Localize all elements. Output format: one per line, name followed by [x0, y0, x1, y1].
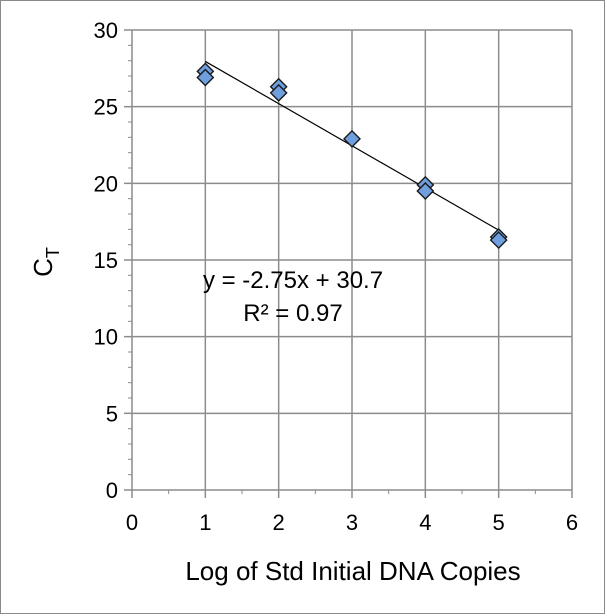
data-point [196, 68, 215, 87]
x-tick-label: 4 [419, 510, 431, 535]
y-tick-label: 30 [94, 18, 118, 43]
data-point [269, 83, 288, 102]
r2-label: R² = 0.97 [243, 300, 342, 327]
x-tick-label: 5 [493, 510, 505, 535]
x-axis-title: Log of Std Initial DNA Copies [185, 556, 520, 586]
x-tick-label: 0 [126, 510, 138, 535]
y-tick-label: 20 [94, 171, 118, 196]
y-tick-label: 0 [106, 478, 118, 503]
x-tick-label: 2 [273, 510, 285, 535]
data-point [416, 182, 435, 200]
data-point [489, 231, 508, 250]
x-tick-label: 3 [346, 510, 358, 535]
y-tick-label: 5 [106, 401, 118, 426]
axes [124, 29, 573, 498]
y-axis-title: CT [28, 247, 63, 277]
data-point [343, 129, 361, 148]
y-axis-title-sub: T [43, 247, 63, 258]
y-tick-label: 25 [94, 95, 118, 120]
x-tick-label: 6 [566, 510, 578, 535]
y-axis-title-main: C [28, 258, 58, 277]
equation-label: y = -2.75x + 30.7 [203, 267, 383, 294]
data-points [196, 62, 508, 250]
tick-labels: 0 5 10 15 20 25 30 0 1 2 3 4 5 6 [94, 18, 579, 535]
y-tick-label: 10 [94, 325, 118, 350]
y-tick-label: 15 [94, 248, 118, 273]
grid [132, 29, 573, 490]
svg-text:CT: CT [28, 247, 63, 277]
x-tick-label: 1 [199, 510, 211, 535]
